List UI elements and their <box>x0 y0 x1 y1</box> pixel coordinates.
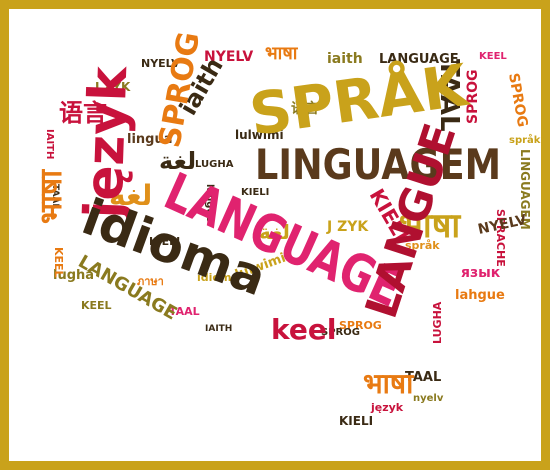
word-zyk: J ZYK <box>94 80 131 94</box>
word-nyelv-bottom: nyelv <box>413 393 444 404</box>
word-keel-big: keel <box>271 313 336 346</box>
word-langue-small: langue <box>204 184 215 223</box>
word-lughat: ภาษา <box>137 275 164 288</box>
word-taal-left: TAAL <box>169 305 200 318</box>
word-sprak-small: språk <box>509 133 541 146</box>
word-sprog-small: SPROG <box>339 319 382 332</box>
word-lugha-mid: LUGHA <box>195 159 234 170</box>
word-iaith-left: IAITH <box>44 129 55 159</box>
word-hindi-top: भाषा <box>265 43 299 64</box>
word-lahgue: lahgue <box>455 288 505 303</box>
word-lugha-left: lugha <box>53 268 94 283</box>
word-taal-far-left: TAAL <box>50 184 60 209</box>
word-jezyk-bottom: język <box>370 401 404 414</box>
speech-bubble-word-cloud: LANGUAGE KEEL NYELV NYELV iaith SPROG J … <box>34 29 541 428</box>
word-linguagem: LINGUAGEM <box>255 140 501 189</box>
word-hindi-left: भाषा <box>34 169 69 224</box>
word-linguagem-side: LINGUAGEM <box>518 149 532 230</box>
word-iaith-small: IAITH <box>205 324 232 334</box>
word-hindi-right: भाषा <box>399 206 461 246</box>
word-jezyk: język <box>74 64 139 221</box>
word-arabic-left: لغة <box>109 179 152 212</box>
word-arabic-top: لغة <box>159 147 196 175</box>
word-yazyk: язык <box>461 265 501 281</box>
word-keel-left: KEEL <box>81 299 112 312</box>
word-nyelv-mid: NYELV <box>141 57 180 70</box>
word-sprog-right: SPROG <box>505 72 530 128</box>
word-sprog-bottom: SPROG <box>321 327 360 338</box>
word-language-top: LANGUAGE <box>379 52 459 67</box>
word-keel-far-left: KEEL <box>52 247 65 278</box>
word-arabic-mid: لغة <box>259 220 290 244</box>
word-keel-top: KEEL <box>479 51 507 62</box>
word-kieli-bottom: KIELI <box>339 414 373 428</box>
word-lugha-right: LUGHA <box>431 301 444 344</box>
word-chinese-mid: 语言 <box>291 100 319 117</box>
word-sprak-mid: språk <box>405 239 440 252</box>
word-idioma-small: idioma <box>197 271 239 284</box>
word-sprache: SPRACHE <box>494 209 507 267</box>
word-taal-big: TAAL <box>434 59 464 132</box>
word-sprog-top: SPROG <box>465 69 481 124</box>
word-zyk-mid: J ZYK <box>326 219 369 235</box>
word-taal-bottom: TAAL <box>405 370 441 385</box>
word-kieli-mid: KIELI <box>149 235 180 248</box>
word-hindi-bottom: भाषा <box>363 367 415 400</box>
word-lingua: lingua <box>127 132 173 147</box>
word-kieli-mid-2: KIELI <box>241 187 269 198</box>
word-nyelv: NYELV <box>204 49 253 65</box>
word-lulwimi: lulwimi <box>235 128 284 142</box>
word-chinese-left: 语言 <box>59 99 107 127</box>
word-iaith: iaith <box>327 51 363 67</box>
